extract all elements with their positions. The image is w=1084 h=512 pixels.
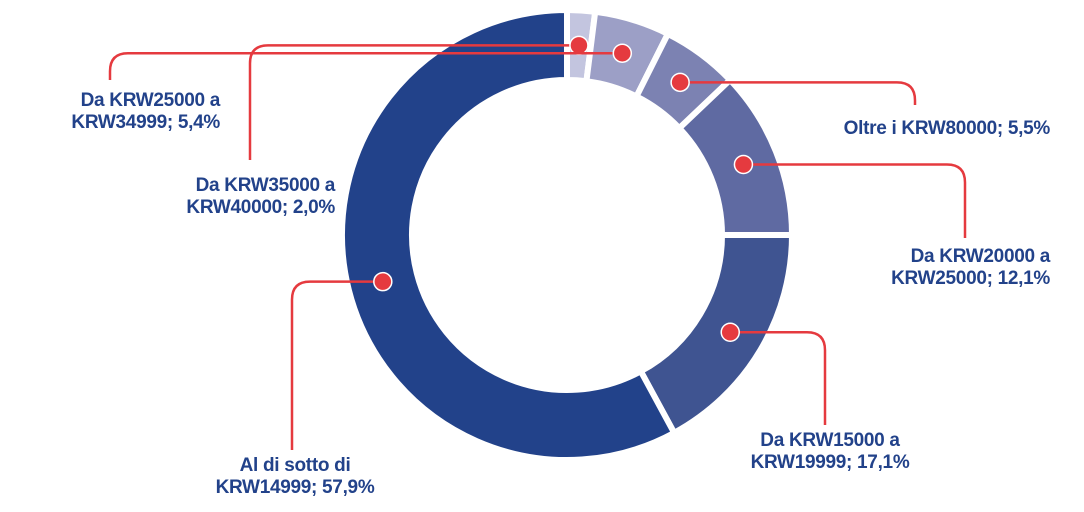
data-label: Oltre i KRW80000; 5,5% — [843, 118, 1051, 139]
leader-dot — [612, 43, 633, 63]
leader-dot — [670, 72, 690, 93]
leader-dot — [569, 35, 589, 56]
leader-line — [730, 330, 827, 425]
data-label: Da KRW15000 a KRW19999; 17,1% — [750, 430, 910, 473]
leader-line — [248, 44, 579, 160]
leader-line — [743, 163, 967, 238]
leader-dot — [733, 154, 754, 175]
leader-line — [290, 280, 383, 450]
leader-dot — [373, 271, 393, 292]
data-label: Al di sotto di KRW14999; 57,9% — [215, 455, 375, 498]
leader-dot — [720, 322, 740, 342]
data-label: Da KRW20000 a KRW25000; 12,1% — [891, 246, 1050, 289]
donut-segment — [339, 6, 679, 463]
donut-segment — [636, 232, 796, 437]
data-label: Da KRW35000 a KRW40000; 2,0% — [186, 175, 335, 218]
leader-line — [108, 51, 623, 80]
data-label: Da KRW25000 a KRW34999; 5,4% — [71, 90, 220, 133]
leader-line — [680, 81, 917, 105]
